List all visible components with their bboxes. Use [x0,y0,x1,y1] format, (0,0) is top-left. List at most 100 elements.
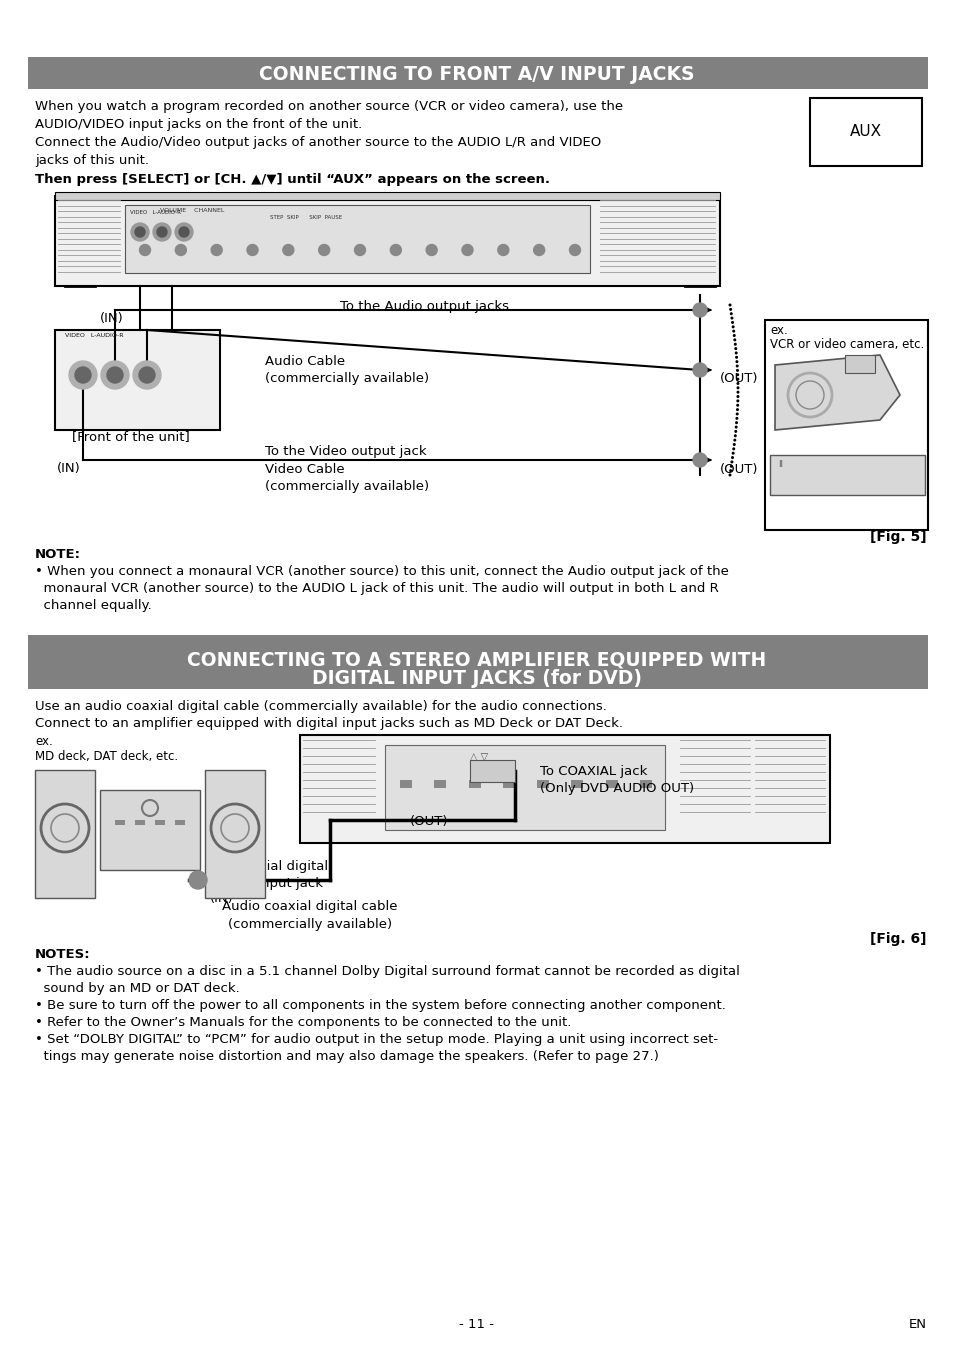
Circle shape [131,222,149,241]
Bar [605,780,617,789]
Circle shape [152,222,171,241]
Circle shape [211,244,222,256]
Bar [809,465,817,469]
Circle shape [733,334,735,336]
Text: DIGITAL INPUT JACKS (for DVD): DIGITAL INPUT JACKS (for DVD) [312,669,641,687]
Text: • Refer to the Owner’s Manuals for the components to be connected to the unit.: • Refer to the Owner’s Manuals for the c… [35,1016,571,1029]
Bar [154,820,165,825]
Circle shape [737,391,738,394]
Circle shape [179,226,189,237]
Text: [Fig. 5]: [Fig. 5] [869,530,926,545]
Bar [55,191,720,200]
Text: VCR or video camera, etc.: VCR or video camera, etc. [769,338,923,350]
Bar [55,195,720,286]
Circle shape [282,244,294,256]
Text: [Front of the unit]: [Front of the unit] [71,430,190,443]
Circle shape [533,244,544,256]
Bar [135,820,145,825]
Bar [205,770,265,898]
Circle shape [734,430,736,433]
Bar [174,820,185,825]
Text: △ ▽: △ ▽ [470,752,488,762]
Circle shape [732,330,734,332]
Circle shape [107,367,123,383]
Bar [639,780,651,789]
Text: CONNECTING TO FRONT A/V INPUT JACKS: CONNECTING TO FRONT A/V INPUT JACKS [259,65,694,84]
Text: tings may generate noise distortion and may also damage the speakers. (Refer to : tings may generate noise distortion and … [35,1050,659,1064]
Circle shape [729,309,731,310]
Circle shape [734,435,736,437]
Circle shape [737,383,738,384]
Circle shape [735,356,737,359]
Circle shape [692,303,706,317]
Bar [502,780,515,789]
Text: Audio coaxial digital cable: Audio coaxial digital cable [222,900,397,913]
Text: • The audio source on a disc in a 5.1 channel Dolby Digital surround format cann: • The audio source on a disc in a 5.1 ch… [35,965,740,979]
Text: (IN): (IN) [210,892,233,905]
Text: Video Cable: Video Cable [265,462,344,476]
Bar [470,760,515,782]
Bar [28,635,927,689]
Text: • When you connect a monaural VCR (another source) to this unit, connect the Aud: • When you connect a monaural VCR (anoth… [35,565,728,578]
Circle shape [730,317,732,319]
Circle shape [355,244,365,256]
Text: (Only DVD AUDIO OUT): (Only DVD AUDIO OUT) [539,782,694,795]
Circle shape [692,363,706,377]
Text: VIDEO   L-AUDIO-R: VIDEO L-AUDIO-R [130,210,181,214]
Circle shape [732,448,734,450]
Circle shape [132,361,161,390]
Circle shape [157,226,167,237]
Text: (OUT): (OUT) [720,462,758,476]
Bar [809,98,921,166]
Text: When you watch a program recorded on another source (VCR or video camera), use t: When you watch a program recorded on ano… [35,100,622,113]
Circle shape [247,244,257,256]
Text: To the Video output jack: To the Video output jack [265,445,426,458]
Text: • Set “DOLBY DIGITAL” to “PCM” for audio output in the setup mode. Playing a uni: • Set “DOLBY DIGITAL” to “PCM” for audio… [35,1033,718,1046]
Circle shape [736,361,737,363]
Circle shape [730,461,732,462]
Bar [125,205,589,274]
Circle shape [728,305,730,306]
Circle shape [69,361,97,390]
Circle shape [737,400,738,402]
Text: To Coaxial digital: To Coaxial digital [214,860,328,874]
Text: sound by an MD or DAT deck.: sound by an MD or DAT deck. [35,981,239,995]
Circle shape [135,226,145,237]
Text: • Be sure to turn off the power to all components in the system before connectin: • Be sure to turn off the power to all c… [35,999,725,1012]
Circle shape [736,373,738,376]
Circle shape [735,422,737,423]
Circle shape [736,414,738,415]
Circle shape [735,352,737,353]
Text: jacks of this unit.: jacks of this unit. [35,154,149,167]
Text: To the Audio output jacks: To the Audio output jacks [339,301,509,313]
Text: AUX: AUX [849,124,882,139]
Circle shape [175,244,186,256]
Circle shape [736,369,738,371]
Bar [869,465,877,469]
Text: (OUT): (OUT) [410,816,448,828]
Circle shape [569,244,579,256]
Bar [468,780,480,789]
Text: Use an audio coaxial digital cable (commercially available) for the audio connec: Use an audio coaxial digital cable (comm… [35,700,606,713]
Text: (IN): (IN) [57,462,81,474]
Bar [844,355,874,373]
Text: (commercially available): (commercially available) [265,480,429,493]
Circle shape [732,453,733,454]
Text: (IN): (IN) [100,311,124,325]
Circle shape [736,418,737,419]
Circle shape [731,322,733,324]
Bar [100,790,200,869]
Text: Audio input jack: Audio input jack [214,878,323,890]
Text: Connect to an amplifier equipped with digital input jacks such as MD Deck or DAT: Connect to an amplifier equipped with di… [35,717,622,731]
Circle shape [733,439,735,441]
Polygon shape [774,355,899,430]
Circle shape [497,244,508,256]
Circle shape [728,474,730,476]
Circle shape [732,326,733,328]
Text: VIDEO   L-AUDIO-R: VIDEO L-AUDIO-R [65,333,123,338]
Bar [35,770,95,898]
Text: AUDIO/VIDEO input jacks on the front of the unit.: AUDIO/VIDEO input jacks on the front of … [35,119,362,131]
Circle shape [733,340,735,341]
Text: - 11 -: - 11 - [459,1318,494,1330]
Text: MD deck, DAT deck, etc.: MD deck, DAT deck, etc. [35,749,178,763]
